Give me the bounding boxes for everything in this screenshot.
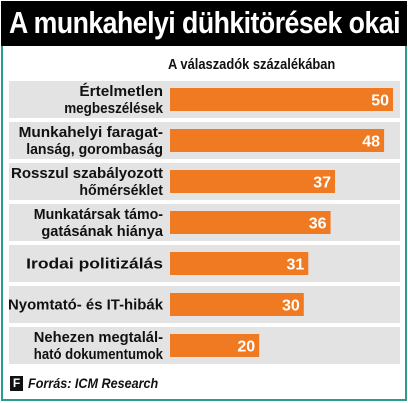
- publisher-logo: F: [10, 376, 23, 391]
- category-label: Értelmetlen: [79, 83, 163, 100]
- category-label: megbeszélések: [64, 100, 163, 117]
- bar: [170, 252, 309, 275]
- category-label: hőmérséklet: [79, 182, 163, 199]
- bar: [170, 129, 385, 152]
- category-label: Munkatársak támo-: [34, 206, 163, 223]
- unit-label: A válaszadók százalékában: [168, 56, 336, 73]
- category-label: Munkahelyi faragat-: [19, 124, 163, 141]
- chart-title: A munkahelyi dühkitörések okai: [9, 5, 400, 40]
- data-label: 37: [313, 175, 331, 192]
- data-label: 30: [282, 298, 300, 315]
- title-bar: A munkahelyi dühkitörések okai: [1, 1, 407, 46]
- data-label: 48: [362, 134, 380, 151]
- bar: [170, 293, 304, 316]
- category-label: Irodai politizálás: [26, 256, 163, 273]
- category-label: Nehezen megtalál-: [34, 329, 163, 346]
- category-label: Nyomtató- és IT-hibák: [8, 297, 164, 314]
- data-label: 20: [237, 339, 255, 356]
- category-label: lanság, gorombaság: [26, 141, 163, 158]
- bar: [170, 211, 331, 234]
- source-text: Forrás: ICM Research: [28, 375, 159, 391]
- bar: [170, 334, 260, 357]
- bar: [170, 170, 336, 193]
- data-label: 31: [286, 257, 304, 274]
- bar: [170, 88, 393, 111]
- data-label: 50: [371, 93, 389, 110]
- category-label: gatásának hiánya: [41, 223, 163, 240]
- category-label: Rosszul szabályozott: [11, 165, 163, 182]
- category-label: ható dokumentumok: [34, 346, 164, 363]
- data-label: 36: [309, 216, 327, 233]
